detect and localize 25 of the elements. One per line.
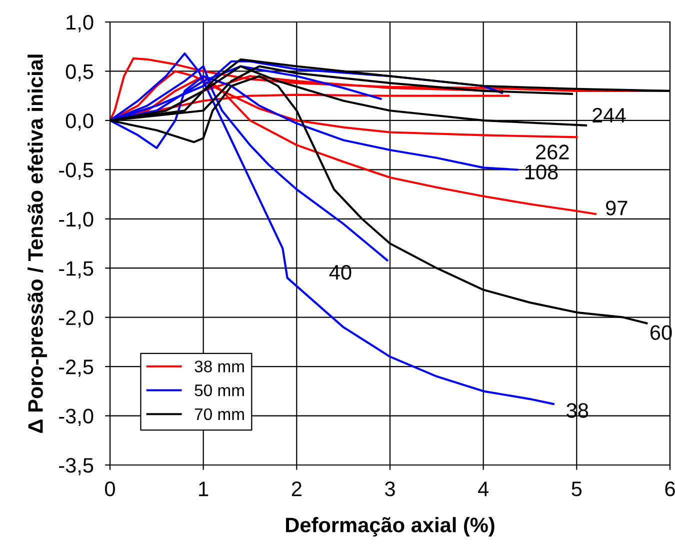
- legend-label: 38 mm: [194, 360, 244, 372]
- y-axis-title: Δ Poro-pressão / Tensão efetiva inicial: [28, 54, 48, 433]
- y-tick-label: 0,5: [66, 64, 94, 82]
- annotation: 262: [536, 144, 569, 160]
- legend-label: 50 mm: [194, 384, 244, 396]
- y-tick-label: 0,0: [66, 113, 94, 131]
- x-tick-label: 4: [478, 482, 489, 496]
- x-tick-label: 6: [665, 482, 675, 496]
- x-tick-label: 1: [199, 482, 208, 496]
- y-tick-label: -2,5: [59, 360, 94, 377]
- x-tick-label: 5: [572, 482, 582, 496]
- x-tick-label: 2: [292, 482, 302, 496]
- x-tick-label: 3: [385, 482, 395, 496]
- y-tick-label: -3,5: [59, 458, 94, 476]
- y-tick-label: -1,5: [59, 261, 94, 278]
- x-tick-label: 0: [105, 482, 115, 496]
- y-tick-label: -3,0: [59, 408, 94, 426]
- y-tick-label: 1,0: [66, 15, 94, 32]
- annotation: 97: [606, 200, 628, 216]
- y-tick-label: -1,0: [59, 212, 94, 230]
- x-axis-title: Deformação axial (%): [286, 517, 494, 536]
- legend-label: 70 mm: [194, 408, 244, 420]
- annotation: 244: [592, 108, 626, 122]
- y-tick-label: -0,5: [59, 162, 94, 180]
- y-tick-label: -2,0: [59, 310, 94, 328]
